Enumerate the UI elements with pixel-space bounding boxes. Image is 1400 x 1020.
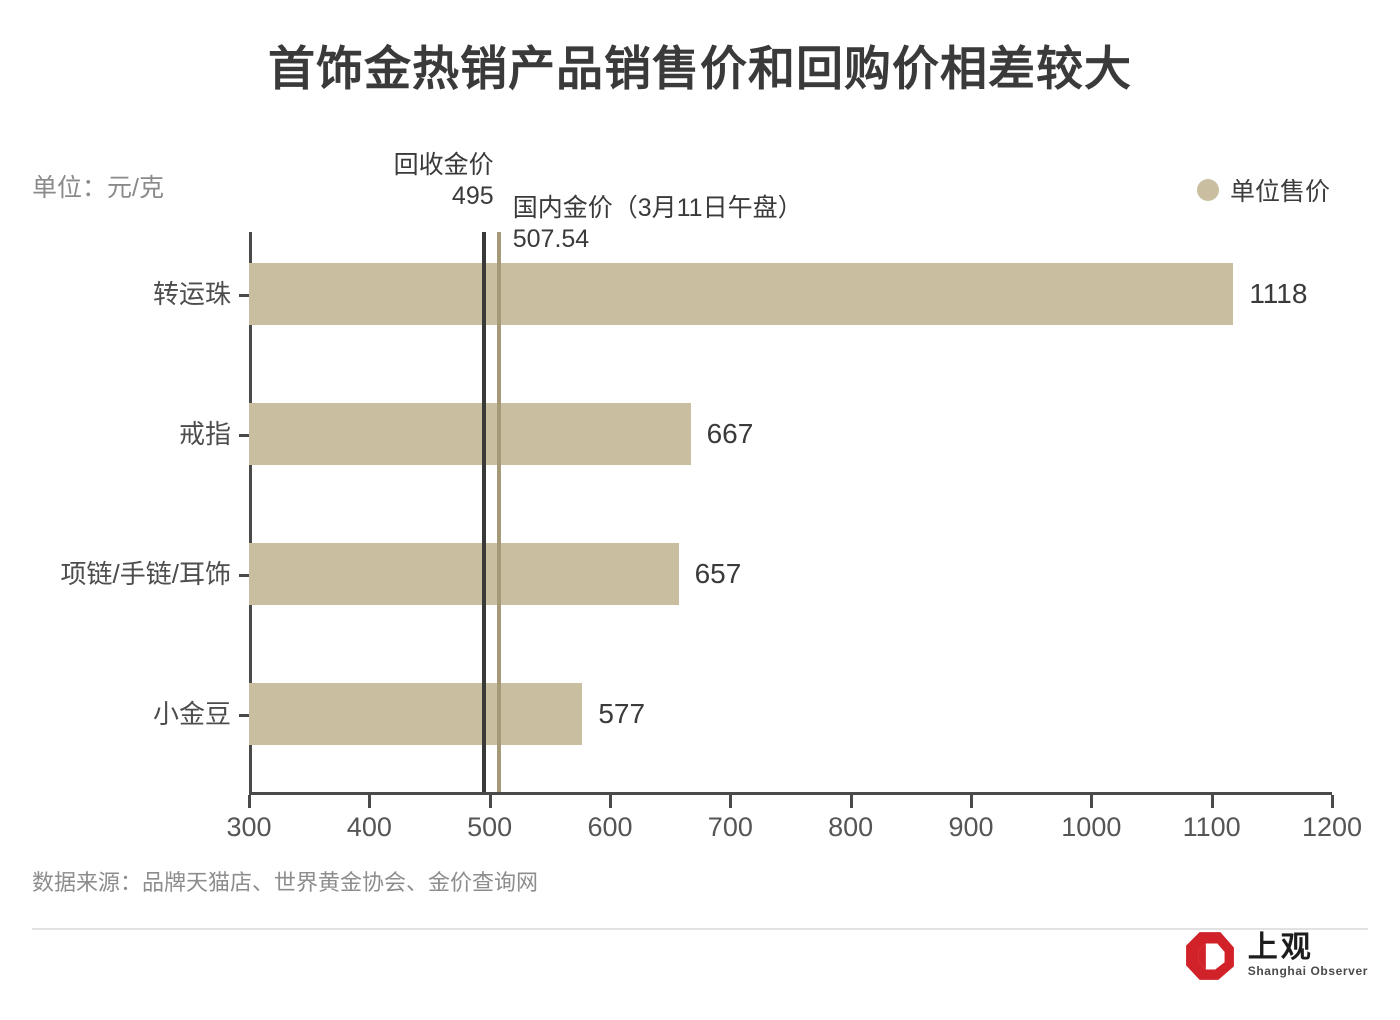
x-axis-tick-label: 800 [828, 812, 874, 842]
reference-line [496, 232, 501, 792]
y-axis-tick [239, 294, 249, 297]
x-axis-tick-label: 900 [948, 812, 994, 842]
y-axis-category-label: 小金豆 [152, 699, 231, 729]
bar-value-label: 1118 [1249, 278, 1308, 309]
y-axis-line [249, 232, 252, 794]
legend-label: 单位售价 [1229, 178, 1330, 206]
bar[interactable] [249, 683, 583, 745]
x-axis-tick [488, 795, 492, 808]
brand-logo: 上观 Shanghai Observer [1184, 930, 1368, 982]
bar[interactable] [249, 543, 679, 605]
x-axis-tick [368, 795, 372, 808]
page-title: 首饰金热销产品销售价和回购价相差较大 [268, 42, 1132, 95]
reference-line-annotation: 回收金价 495 [0, 150, 494, 213]
legend-swatch-icon [1196, 179, 1219, 201]
bar-value-label: 657 [694, 558, 742, 589]
x-axis-tick [1210, 795, 1214, 808]
reference-line-value: 507.54 [512, 225, 590, 254]
x-axis-tick [970, 795, 973, 808]
footer-divider [32, 928, 1368, 930]
x-axis-tick-label: 1000 [1061, 812, 1122, 842]
x-axis-tick-label: 600 [587, 812, 633, 842]
unit-label: 单位：元/克 [32, 174, 164, 202]
bar-value-label: 667 [706, 418, 754, 449]
y-axis-tick [239, 434, 249, 437]
bar-value-label: 577 [598, 698, 646, 729]
x-axis-tick-label: 1200 [1301, 812, 1363, 842]
logo-wordmark: 上观 Shanghai Observer [1248, 932, 1368, 980]
x-axis-tick [609, 795, 612, 808]
x-axis-tick [1090, 795, 1094, 808]
reference-line-name: 回收金价 [393, 151, 494, 179]
x-axis-tick-label: 1100 [1182, 812, 1241, 842]
bar[interactable] [249, 263, 1234, 325]
reference-line [481, 232, 486, 792]
shanghai-observer-hexagon-icon [1185, 932, 1234, 980]
x-axis-tick-label: 500 [467, 812, 513, 842]
y-axis-tick [239, 574, 249, 577]
reference-line-annotation: 国内金价（3月11日午盘） 507.54 [513, 193, 803, 256]
x-axis-tick-label: 700 [707, 812, 753, 842]
y-axis-tick [239, 714, 249, 717]
x-axis-tick-label: 300 [226, 812, 272, 842]
data-source-note: 数据来源：品牌天猫店、世界黄金协会、金价查询网 [32, 870, 539, 895]
logo-chinese-name: 上观 [1247, 930, 1314, 964]
reference-line-value: 495 [451, 182, 494, 211]
y-axis-category-label: 转运珠 [152, 279, 231, 309]
x-axis-tick [248, 795, 251, 808]
x-axis-tick-label: 400 [346, 812, 392, 842]
x-axis-line [249, 792, 1332, 795]
x-axis-tick [1331, 795, 1334, 808]
y-axis-category-label: 项链/手链/耳饰 [60, 559, 231, 589]
chart-legend: 单位售价 [1196, 172, 1330, 208]
logo-english-name: Shanghai Observer [1247, 964, 1368, 979]
bar[interactable] [249, 403, 691, 465]
x-axis-tick [729, 795, 733, 808]
y-axis-category-label: 戒指 [178, 419, 231, 449]
reference-line-name: 国内金价（3月11日午盘） [512, 194, 803, 222]
x-axis-tick [849, 795, 853, 808]
